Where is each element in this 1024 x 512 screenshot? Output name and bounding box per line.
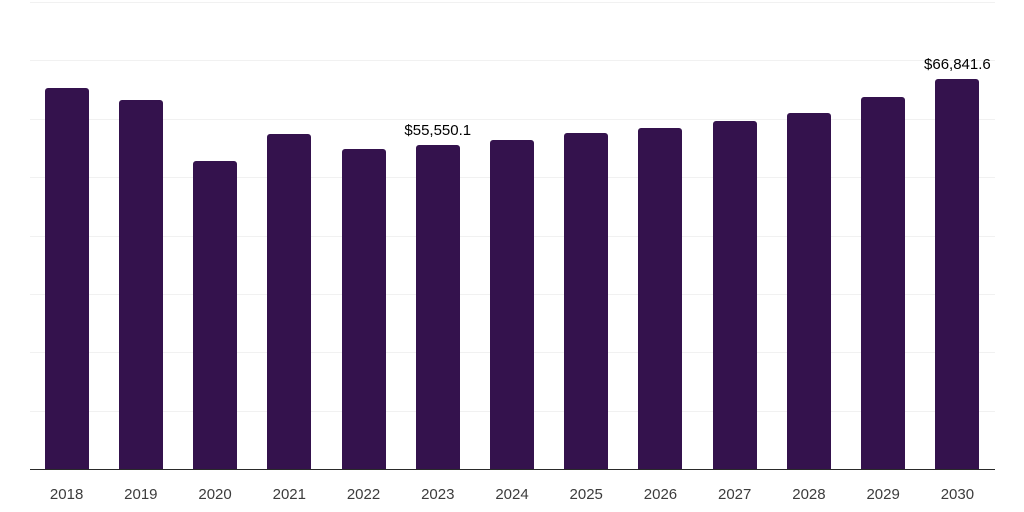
bar-2025[interactable]	[564, 133, 609, 469]
bar-2018[interactable]	[44, 87, 89, 469]
bar-2030[interactable]	[935, 78, 980, 469]
bar-2026[interactable]	[638, 128, 683, 469]
bar-2024[interactable]	[490, 140, 534, 469]
x-tick-2018: 2018	[49, 486, 84, 503]
x-tick-2024: 2024	[495, 486, 529, 503]
bar-2021[interactable]	[267, 133, 312, 469]
bar-2019[interactable]	[118, 100, 163, 469]
x-tick-2022: 2022	[346, 486, 381, 503]
x-tick-2019: 2019	[124, 486, 158, 503]
bar-2028[interactable]	[786, 112, 831, 469]
bar-2022[interactable]	[341, 148, 386, 469]
x-tick-2026: 2026	[643, 486, 678, 503]
data-label-2023: $55,550.1	[404, 121, 472, 139]
x-tick-2029: 2029	[866, 486, 900, 503]
x-tick-2023: 2023	[421, 486, 455, 503]
bar-2029[interactable]	[861, 97, 906, 469]
bar-2027[interactable]	[712, 120, 757, 469]
x-tick-2028: 2028	[792, 486, 826, 503]
gridline	[29, 118, 995, 120]
x-tick-2020: 2020	[198, 486, 232, 503]
gridline	[29, 60, 995, 62]
gridline	[29, 2, 995, 3]
x-tick-2027: 2027	[718, 486, 752, 503]
plot-area: $55,550.1 $66,841.6	[29, 2, 995, 469]
data-label-2030: $66,841.6	[924, 55, 991, 73]
x-axis-line	[29, 468, 995, 471]
bar-2020[interactable]	[193, 161, 238, 469]
x-tick-2025: 2025	[569, 486, 603, 503]
x-tick-2030: 2030	[940, 486, 975, 503]
bar-2023[interactable]	[415, 144, 460, 469]
x-tick-2021: 2021	[272, 486, 306, 503]
